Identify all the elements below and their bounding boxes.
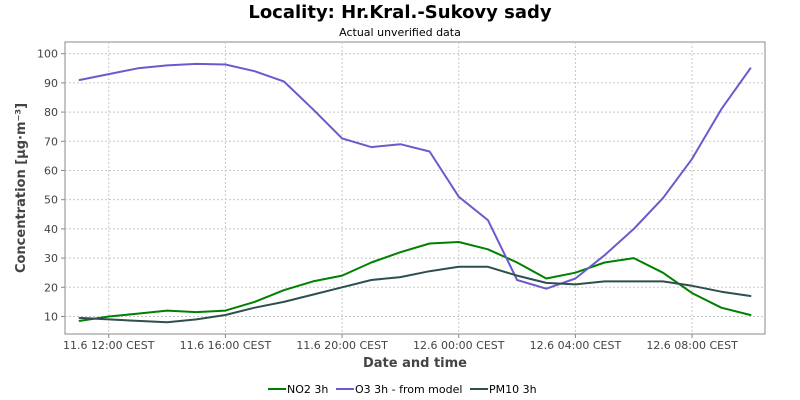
x-tick-label: 11.6 16:00 CEST <box>180 339 272 352</box>
x-tick-label: 12.6 04:00 CEST <box>530 339 622 352</box>
legend-label: NO2 3h <box>287 383 328 396</box>
legend-label: O3 3h - from model <box>355 383 462 396</box>
series-line <box>78 265 752 324</box>
plot-area <box>64 41 766 335</box>
x-tick-label: 12.6 00:00 CEST <box>413 339 505 352</box>
grid <box>65 42 765 334</box>
series-line <box>78 241 752 322</box>
y-tick-label: 20 <box>44 281 58 294</box>
x-axis-ticks: 11.6 12:00 CEST 11.6 16:00 CEST 11.6 20:00… <box>63 334 738 352</box>
y-tick-label: 100 <box>37 48 58 61</box>
x-tick-label: 11.6 12:00 CEST <box>63 339 155 352</box>
chart-subtitle: Actual unverified data <box>339 26 461 39</box>
y-tick-label: 30 <box>44 252 58 265</box>
y-axis-label: Concentration [µg·m⁻³] <box>14 103 29 273</box>
series-layer <box>78 62 752 324</box>
y-tick-label: 80 <box>44 106 58 119</box>
y-tick-label: 60 <box>44 164 58 177</box>
x-tick-label: 11.6 20:00 CEST <box>296 339 388 352</box>
y-tick-label: 90 <box>44 77 58 90</box>
y-tick-label: 10 <box>44 310 58 323</box>
y-tick-label: 40 <box>44 223 58 236</box>
y-axis-ticks: 10 20 30 40 50 60 70 80 90 100 <box>37 48 65 323</box>
x-tick-label: 12.6 08:00 CEST <box>646 339 738 352</box>
x-axis-label: Date and time <box>363 356 467 371</box>
legend-label: PM10 3h <box>489 383 537 396</box>
y-tick-label: 70 <box>44 135 58 148</box>
legend: NO2 3h O3 3h - from model PM10 3h <box>268 383 537 396</box>
y-tick-label: 50 <box>44 194 58 207</box>
chart-title: Locality: Hr.Kral.-Sukovy sady <box>248 2 552 23</box>
series-line <box>78 62 752 290</box>
